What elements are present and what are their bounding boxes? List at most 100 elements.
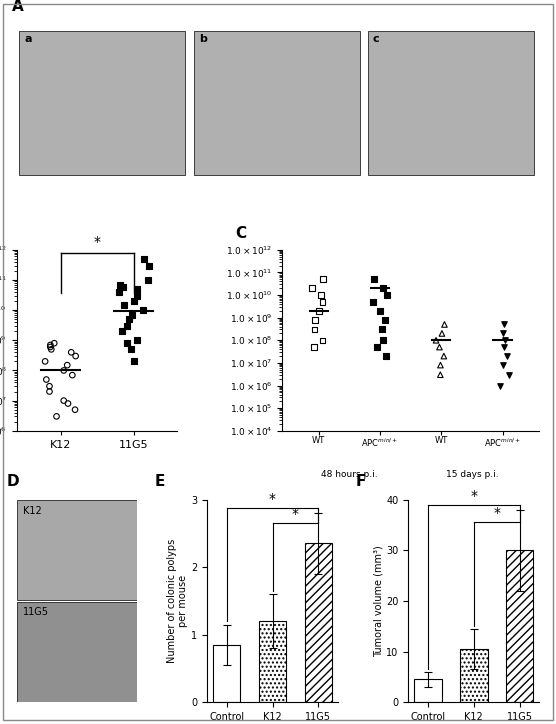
- Point: [318, 334, 327, 346]
- Bar: [213, 645, 240, 702]
- Point: [59, 395, 68, 406]
- Text: 48 hours p.i.: 48 hours p.i.: [321, 470, 378, 479]
- Point: [318, 296, 327, 308]
- Point: [380, 314, 389, 326]
- Point: [439, 350, 448, 362]
- Point: [63, 359, 72, 371]
- Point: [67, 347, 76, 358]
- Text: 11G5: 11G5: [23, 607, 49, 617]
- Point: [310, 341, 319, 353]
- Point: [503, 350, 512, 362]
- Bar: [259, 621, 286, 702]
- Point: [316, 290, 325, 301]
- Point: [133, 283, 142, 295]
- Text: *: *: [93, 235, 101, 249]
- Point: [373, 341, 381, 353]
- Point: [63, 397, 72, 409]
- Point: [379, 334, 388, 346]
- Bar: [17, 602, 137, 702]
- Bar: [17, 500, 137, 600]
- Text: *: *: [292, 508, 299, 521]
- Point: [127, 344, 136, 355]
- Text: E: E: [155, 474, 165, 489]
- Point: [438, 328, 446, 340]
- Point: [122, 337, 131, 349]
- Point: [495, 380, 504, 392]
- Point: [130, 355, 139, 367]
- Point: [46, 341, 54, 353]
- Point: [130, 295, 138, 307]
- Point: [132, 290, 141, 301]
- Point: [377, 324, 386, 335]
- Text: *: *: [269, 492, 276, 505]
- Point: [50, 337, 59, 349]
- Bar: [414, 679, 441, 702]
- Text: *: *: [493, 506, 500, 521]
- Text: *: *: [470, 489, 477, 502]
- Bar: [460, 649, 488, 702]
- Text: 15 days p.i.: 15 days p.i.: [445, 470, 498, 479]
- Point: [368, 296, 377, 308]
- Text: c: c: [373, 35, 380, 44]
- Point: [128, 309, 137, 321]
- Point: [500, 341, 509, 353]
- Point: [42, 374, 51, 385]
- Point: [435, 341, 444, 353]
- FancyBboxPatch shape: [193, 31, 360, 174]
- Text: F: F: [356, 474, 366, 489]
- Point: [383, 290, 391, 301]
- Y-axis label: Tumoral volume (mm³): Tumoral volume (mm³): [373, 545, 383, 657]
- Text: b: b: [198, 35, 207, 44]
- Point: [138, 304, 147, 316]
- Point: [120, 299, 128, 311]
- FancyBboxPatch shape: [19, 31, 186, 174]
- Point: [319, 274, 327, 285]
- Text: K12: K12: [23, 505, 42, 515]
- Point: [143, 274, 152, 286]
- Point: [71, 404, 80, 416]
- Point: [118, 281, 127, 292]
- Point: [382, 350, 391, 362]
- Point: [144, 260, 153, 272]
- Point: [47, 344, 56, 355]
- Text: D: D: [7, 474, 19, 489]
- Point: [46, 339, 55, 350]
- Point: [431, 334, 440, 346]
- Point: [115, 279, 124, 290]
- Point: [68, 369, 77, 381]
- Point: [378, 282, 387, 294]
- Point: [52, 411, 61, 422]
- Point: [440, 319, 449, 330]
- Point: [139, 253, 148, 265]
- Point: [133, 334, 142, 346]
- Point: [117, 325, 126, 337]
- Point: [498, 328, 507, 340]
- Point: [115, 286, 123, 298]
- Point: [310, 324, 319, 335]
- Point: [436, 359, 445, 371]
- Bar: [305, 544, 332, 702]
- Bar: [506, 550, 533, 702]
- Point: [125, 313, 134, 325]
- Point: [498, 359, 507, 371]
- Point: [310, 314, 319, 326]
- Point: [71, 350, 80, 362]
- Point: [504, 369, 513, 381]
- Point: [370, 274, 379, 285]
- Text: A: A: [12, 0, 23, 14]
- Point: [122, 320, 131, 332]
- FancyBboxPatch shape: [368, 31, 534, 174]
- Point: [436, 369, 445, 381]
- Point: [307, 282, 316, 294]
- Point: [59, 365, 68, 376]
- Point: [314, 305, 323, 316]
- Point: [45, 386, 54, 397]
- Point: [41, 355, 49, 367]
- Point: [500, 319, 509, 330]
- Y-axis label: Number of colonic polyps
per mouse: Number of colonic polyps per mouse: [167, 539, 188, 663]
- Text: C: C: [236, 226, 247, 241]
- Text: a: a: [24, 35, 32, 44]
- Point: [45, 380, 54, 392]
- Point: [376, 305, 385, 316]
- Point: [500, 334, 509, 346]
